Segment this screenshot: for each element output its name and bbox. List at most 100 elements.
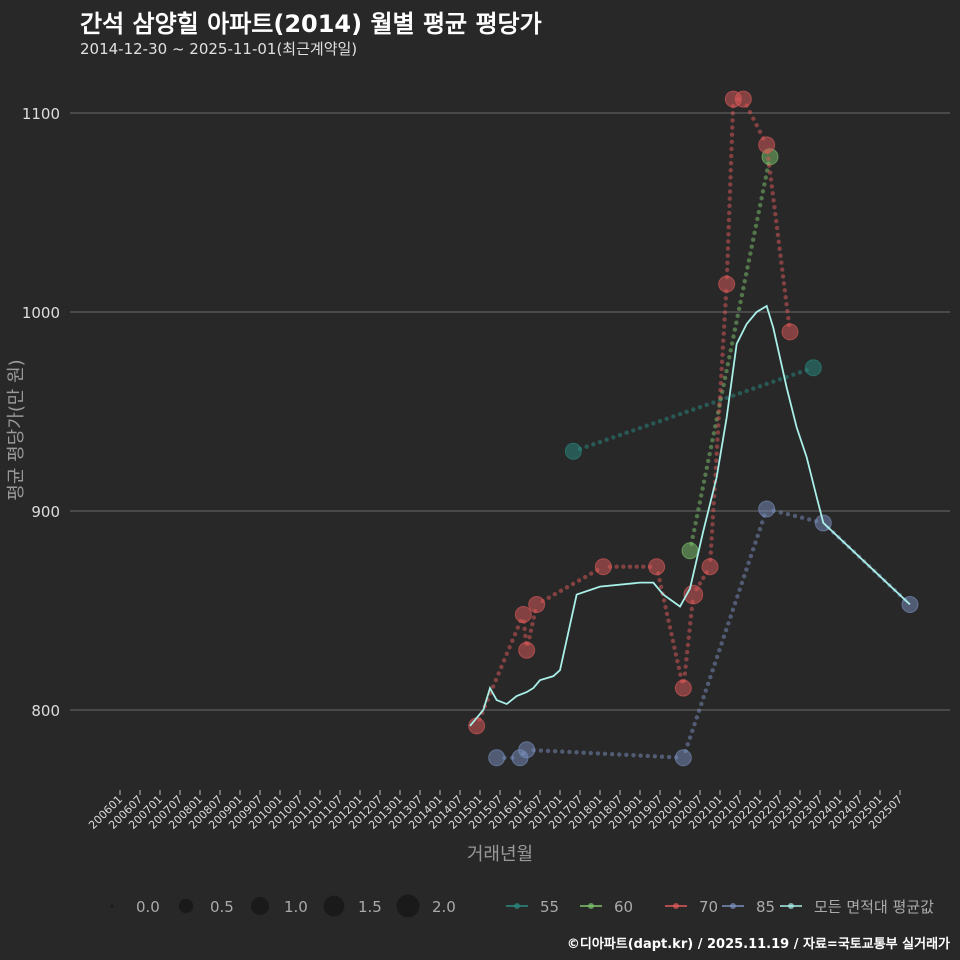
interp-dot <box>786 315 791 321</box>
interp-dot <box>671 414 676 419</box>
interp-dot <box>589 571 594 576</box>
interp-dot <box>752 230 757 236</box>
interp-dot <box>747 109 753 115</box>
interp-dot <box>715 430 721 435</box>
series-60 <box>681 148 779 560</box>
interp-dot <box>715 437 720 442</box>
interp-dot <box>721 338 726 343</box>
interp-dot <box>729 132 735 137</box>
interp-dot <box>728 348 733 353</box>
legend-label: 모든 면적대 평균값 <box>814 898 934 916</box>
data-point <box>674 679 692 697</box>
interp-dot <box>730 125 735 130</box>
interp-dot <box>621 564 626 569</box>
interp-dot <box>724 267 730 273</box>
interp-dot <box>588 750 593 756</box>
interp-dot <box>708 674 713 680</box>
interp-dot <box>692 527 697 533</box>
y-tick-label: 900 <box>31 503 60 521</box>
interp-dot <box>711 431 717 436</box>
interp-dot <box>669 631 674 637</box>
series-85 <box>488 500 919 767</box>
interp-dot <box>611 435 616 440</box>
interp-dot <box>546 595 551 600</box>
data-point <box>648 558 666 576</box>
interp-dot <box>504 651 510 657</box>
interp-dot <box>727 210 732 216</box>
interp-dot <box>743 272 749 277</box>
interp-dot <box>552 592 558 597</box>
interp-dot <box>672 645 677 650</box>
interp-dot <box>627 564 633 569</box>
interp-dot <box>728 182 733 187</box>
interp-dot <box>538 748 544 753</box>
interp-dot <box>631 753 636 758</box>
interp-dot <box>597 439 603 445</box>
interp-dot <box>609 751 615 757</box>
interp-dot <box>714 451 719 456</box>
interp-dot <box>726 621 731 626</box>
interp-dot <box>755 533 760 539</box>
interp-dot <box>742 279 747 284</box>
interp-dot <box>728 160 734 166</box>
interp-dot <box>728 175 733 180</box>
data-point <box>528 596 546 614</box>
interp-dot <box>792 513 798 519</box>
interp-dot <box>694 514 700 519</box>
interp-dot <box>490 684 496 689</box>
interp-dot <box>762 182 767 187</box>
interp-dot <box>744 388 749 394</box>
interp-dot <box>719 373 724 379</box>
interp-dot <box>582 574 588 580</box>
y-axis-label: 평균 평당가(만 원) <box>6 359 27 500</box>
interp-dot <box>690 534 696 540</box>
interp-dot <box>709 543 714 548</box>
interp-dot <box>724 368 729 374</box>
interp-dot <box>755 216 760 222</box>
interp-dot <box>666 618 671 623</box>
interp-dot <box>729 146 734 152</box>
interp-dot <box>774 225 780 231</box>
interp-dot <box>759 196 764 201</box>
interp-dot <box>711 500 716 506</box>
interp-dot <box>739 292 745 298</box>
interp-dot <box>723 296 729 301</box>
data-point <box>594 558 612 576</box>
interp-dot <box>684 657 689 662</box>
interp-dot <box>584 444 589 449</box>
interp-dot <box>751 116 756 121</box>
interp-dot <box>595 751 601 756</box>
interp-dot <box>778 510 784 515</box>
interp-dot <box>704 402 709 408</box>
interp-dot <box>770 191 775 196</box>
interp-dot <box>750 547 756 552</box>
interp-dot <box>726 232 731 237</box>
x-axis-label: 거래년월 <box>467 844 533 865</box>
interp-dot <box>727 196 732 201</box>
interp-dot <box>779 260 784 265</box>
interp-dot <box>699 701 704 707</box>
size-legend-label: 1.0 <box>284 898 308 916</box>
interp-dot <box>727 355 732 360</box>
mean-line <box>469 304 911 727</box>
y-tick-label: 1100 <box>22 105 60 123</box>
interp-dot <box>757 202 763 208</box>
interp-dot <box>624 430 629 435</box>
interp-dot <box>664 611 670 617</box>
interp-dot <box>678 672 683 677</box>
interp-dot <box>725 260 730 265</box>
interp-dot <box>690 728 695 734</box>
interp-dot <box>693 520 698 526</box>
interp-dot <box>527 635 532 640</box>
interp-dot <box>666 754 672 760</box>
interp-dot <box>675 658 680 664</box>
interp-dot <box>703 472 708 477</box>
interp-dot <box>688 613 694 619</box>
size-legend-key <box>323 895 345 917</box>
interp-dot <box>689 606 694 612</box>
interp-dot <box>644 423 649 428</box>
interp-dot <box>746 258 752 263</box>
interp-dot <box>499 664 504 670</box>
interp-dot <box>531 615 537 620</box>
interp-dot <box>721 324 727 329</box>
